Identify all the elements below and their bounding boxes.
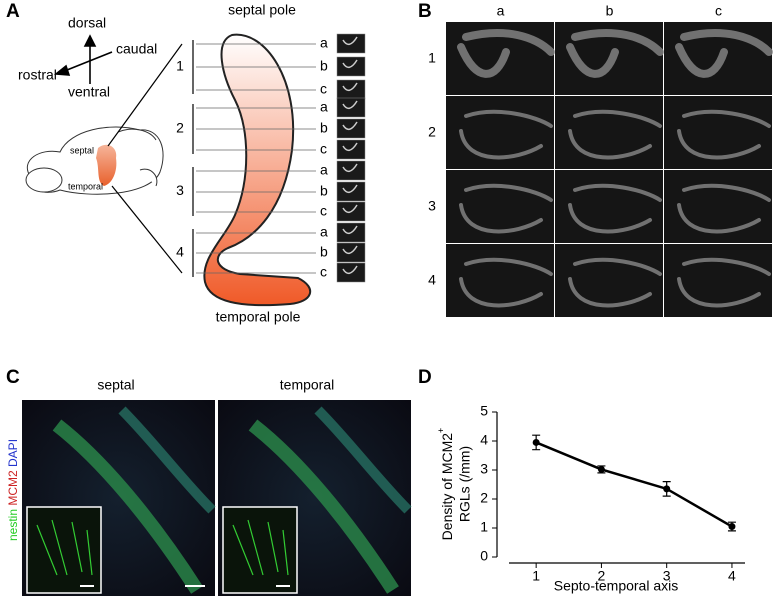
section-label: b	[320, 120, 328, 136]
granule-layer	[248, 419, 399, 594]
x-tick-label: 4	[728, 568, 736, 584]
column-label: septal	[97, 377, 134, 393]
x-tick-label: 3	[663, 568, 671, 584]
thumbnail-tissue	[342, 100, 358, 110]
tissue-layer	[677, 109, 771, 160]
pole-label: temporal pole	[216, 309, 301, 325]
data-point	[728, 523, 736, 531]
granule-layer	[118, 406, 216, 514]
zoom-lines	[107, 43, 183, 274]
thumbnail-tissue	[342, 121, 358, 131]
y-tick-label: 2	[480, 490, 488, 506]
data-point	[663, 485, 671, 493]
thumbnail-tissue	[342, 142, 358, 152]
tissue-layer	[568, 183, 662, 234]
pole-label: septal pole	[228, 2, 296, 18]
thumbnail-tissue	[342, 225, 358, 235]
tissue-layer	[459, 183, 553, 234]
row-label: 1	[428, 50, 436, 66]
tissue-layer	[568, 109, 662, 160]
granule-layer	[52, 419, 203, 594]
inset	[222, 506, 298, 594]
x-tick-label: 1	[532, 568, 540, 584]
tissue-layer	[568, 257, 662, 308]
section-label: b	[320, 58, 328, 74]
column-label: c	[715, 3, 722, 19]
row-label: 3	[428, 198, 436, 214]
section-label: b	[320, 183, 328, 199]
panel-label: A	[6, 1, 20, 22]
hippocampus	[203, 33, 312, 307]
row-label: 4	[428, 272, 436, 288]
y-tick-label: 4	[480, 432, 488, 448]
thumbnail-tissue	[342, 204, 358, 214]
orientation-label: caudal	[116, 41, 157, 57]
thumbnail-tissue	[342, 59, 358, 69]
level-label: 4	[176, 244, 184, 260]
tissue-layer	[457, 28, 555, 78]
column-label: b	[606, 3, 614, 19]
tissue-layer	[677, 257, 771, 308]
panel-label: D	[418, 367, 432, 388]
level-label: 3	[176, 182, 184, 198]
brain-outline	[25, 126, 164, 195]
thumbnail-tissue	[342, 82, 358, 92]
panel-label: B	[418, 1, 432, 22]
x-axis-title: Septo-temporal axis	[554, 578, 679, 594]
level-label: 2	[176, 120, 184, 136]
section-label: a	[320, 99, 328, 115]
section-label: c	[320, 141, 327, 157]
thumbnail-tissue	[342, 184, 358, 194]
y-axis-title-sup: +	[436, 428, 446, 433]
inset	[26, 506, 102, 594]
y-tick-label: 5	[480, 403, 488, 419]
tissue-layer	[566, 28, 664, 78]
tissue-layer	[459, 257, 553, 308]
y-axis-title-text: Density of MCM2	[439, 433, 455, 541]
panel-label: C	[6, 367, 20, 388]
y-tick-label: 0	[480, 548, 488, 564]
brain-label: temporal	[68, 181, 103, 191]
orientation-label: rostral	[18, 67, 57, 83]
inset-fibers	[232, 519, 289, 576]
tissue-layer	[677, 183, 771, 234]
section-label: b	[320, 244, 328, 260]
section-label: a	[320, 224, 328, 240]
row-label: 2	[428, 124, 436, 140]
tissue-layer	[459, 109, 553, 160]
stain-label: MCM2	[6, 470, 20, 506]
thumbnail-tissue	[342, 245, 358, 255]
x-tick-label: 2	[598, 568, 606, 584]
stain-label: DAPI	[6, 439, 20, 467]
section-label: c	[320, 264, 327, 280]
column-label: temporal	[280, 377, 334, 393]
column-label: a	[497, 3, 505, 19]
orientation-label: ventral	[68, 84, 110, 100]
section-label: c	[320, 81, 327, 97]
orientation-arrows	[53, 34, 113, 84]
thumbnail-tissue	[342, 163, 358, 173]
y-axis-title: RGLs (/mm)	[457, 446, 473, 522]
granule-layer	[314, 406, 412, 514]
thumbnail-tissue	[342, 36, 358, 46]
data-line	[535, 441, 733, 528]
section-label: a	[320, 162, 328, 178]
stain-label: nestin	[6, 509, 20, 541]
section-label: a	[320, 35, 328, 51]
orientation-label: dorsal	[68, 15, 106, 31]
y-axis-title: Density of MCM2+	[436, 428, 454, 541]
thumbnail-tissue	[342, 265, 358, 275]
stain-legend: nestin MCM2 DAPI	[6, 439, 20, 541]
data-point	[597, 465, 605, 473]
section-label: c	[320, 203, 327, 219]
y-tick-label: 3	[480, 461, 488, 477]
tissue-layer	[675, 28, 773, 78]
data-point	[532, 438, 540, 446]
y-tick-label: 1	[480, 519, 488, 535]
inset-fibers	[36, 519, 93, 576]
level-label: 1	[176, 58, 184, 74]
brain-label: septal	[70, 145, 94, 155]
